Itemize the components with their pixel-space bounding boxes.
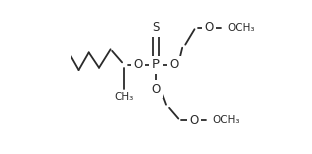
- Text: OCH₃: OCH₃: [227, 23, 255, 33]
- Text: OCH₃: OCH₃: [213, 115, 240, 125]
- Text: P: P: [152, 58, 160, 71]
- Text: CH₃: CH₃: [115, 92, 134, 102]
- Text: O: O: [189, 114, 198, 127]
- Text: O: O: [134, 58, 143, 71]
- Text: O: O: [204, 21, 214, 34]
- Text: S: S: [152, 21, 160, 34]
- Text: O: O: [151, 83, 161, 96]
- Text: O: O: [169, 58, 178, 71]
